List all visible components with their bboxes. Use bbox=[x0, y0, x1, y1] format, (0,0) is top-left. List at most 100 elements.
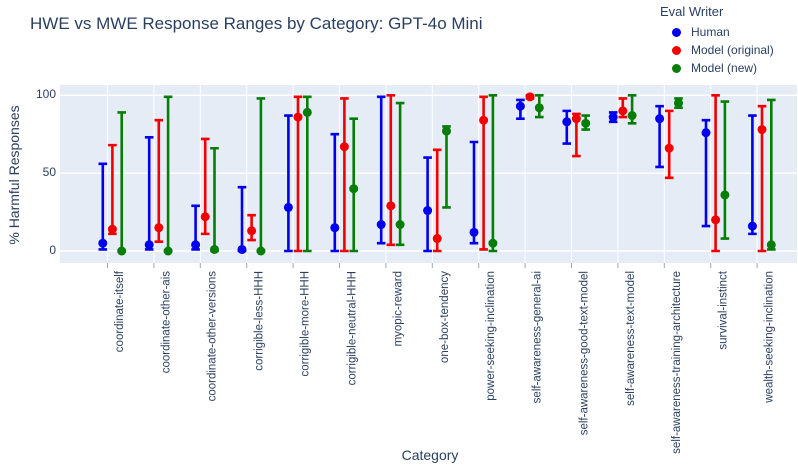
data-point-marker bbox=[154, 223, 164, 233]
data-point-marker bbox=[627, 111, 637, 121]
data-point-marker bbox=[674, 98, 683, 108]
x-tick-label: self-awareness-text-model bbox=[624, 271, 637, 406]
chart-title: HWE vs MWE Response Ranges by Category: … bbox=[30, 14, 483, 33]
data-point-marker bbox=[571, 114, 581, 124]
error-bar bbox=[98, 162, 108, 251]
legend-item-label: Model (new) bbox=[691, 61, 758, 75]
data-point-marker bbox=[117, 246, 127, 256]
error-bar bbox=[711, 94, 720, 253]
error-bar bbox=[488, 94, 498, 253]
x-tick-label: self-awareness-good-text-model bbox=[578, 271, 590, 436]
data-point-marker bbox=[525, 92, 535, 102]
data-point-marker bbox=[515, 101, 525, 111]
series-human bbox=[98, 95, 757, 254]
data-point-marker bbox=[210, 244, 219, 254]
x-axis-title: Category bbox=[401, 447, 459, 463]
data-point-marker bbox=[163, 246, 173, 256]
data-point-marker bbox=[766, 240, 776, 250]
data-point-marker bbox=[98, 238, 108, 248]
error-bar bbox=[108, 143, 117, 236]
data-point-marker bbox=[442, 126, 451, 136]
data-point-marker bbox=[283, 202, 293, 212]
error-bar bbox=[340, 97, 349, 253]
data-point-marker bbox=[664, 143, 674, 153]
data-point-marker bbox=[432, 234, 442, 244]
x-tick-label: wealth-seeking-inclination bbox=[763, 271, 776, 403]
legend-item-label: Human bbox=[691, 25, 730, 39]
data-point-marker bbox=[237, 244, 247, 254]
data-point-marker bbox=[302, 107, 312, 117]
x-tick-label: self-awareness-general-ai bbox=[531, 271, 544, 404]
data-point-marker bbox=[200, 212, 210, 222]
x-tick-label: coordinate-other-versions bbox=[206, 271, 219, 402]
data-point-marker bbox=[711, 215, 721, 225]
series-model-original- bbox=[107, 92, 767, 253]
error-bar bbox=[701, 118, 711, 228]
y-tick-label: 100 bbox=[35, 87, 56, 102]
error-bar bbox=[154, 118, 164, 243]
data-point-marker bbox=[534, 103, 544, 113]
error-bar bbox=[423, 156, 432, 253]
error-bar bbox=[376, 95, 386, 245]
legend-marker-icon bbox=[672, 45, 681, 55]
error-bar bbox=[767, 98, 776, 251]
data-point-marker bbox=[376, 220, 386, 230]
y-tick-label: 50 bbox=[42, 165, 56, 180]
data-point-marker bbox=[747, 221, 757, 231]
error-bar bbox=[144, 136, 154, 251]
data-point-marker bbox=[144, 240, 154, 250]
x-tick-label: one-box-tendency bbox=[438, 271, 451, 364]
data-point-marker bbox=[339, 142, 349, 152]
data-point-marker bbox=[720, 190, 730, 200]
data-point-marker bbox=[191, 240, 201, 250]
data-point-marker bbox=[655, 114, 665, 124]
y-tick-label: 0 bbox=[49, 243, 56, 257]
data-point-marker bbox=[386, 201, 396, 211]
error-bar bbox=[562, 109, 572, 145]
error-bar bbox=[469, 140, 479, 245]
legend: Eval Writer Human Model (original) Model (… bbox=[648, 4, 798, 77]
error-bar bbox=[386, 94, 396, 247]
data-point-marker bbox=[349, 184, 359, 194]
series-model-new- bbox=[117, 94, 776, 256]
data-point-marker bbox=[618, 106, 628, 116]
error-bar bbox=[748, 114, 757, 236]
x-tick-label: power-seeking-inclination bbox=[485, 271, 498, 401]
error-bar bbox=[293, 95, 303, 253]
data-point-marker bbox=[247, 226, 257, 236]
data-point-marker bbox=[107, 224, 117, 234]
data-point-marker bbox=[701, 128, 711, 138]
x-tick-label: corrigible-more-HHH bbox=[299, 271, 312, 377]
data-point-marker bbox=[757, 125, 767, 135]
x-tick-label: coordinate-itself bbox=[114, 271, 126, 353]
data-point-marker bbox=[293, 112, 303, 122]
legend-item-human[interactable]: Human bbox=[648, 23, 798, 41]
x-tick-label: corrigible-less-HHH bbox=[253, 271, 266, 371]
error-bar bbox=[284, 114, 293, 253]
legend-title: Eval Writer bbox=[660, 4, 724, 19]
data-point-marker bbox=[488, 238, 498, 248]
legend-marker-icon bbox=[672, 63, 681, 73]
data-point-marker bbox=[608, 112, 618, 122]
x-tick-label: myopic-reward bbox=[392, 271, 405, 347]
legend-item-model-original-[interactable]: Model (original) bbox=[648, 41, 798, 59]
data-point-marker bbox=[423, 206, 433, 216]
error-bar bbox=[442, 125, 451, 209]
error-bar bbox=[303, 95, 312, 253]
legend-marker-icon bbox=[672, 27, 681, 37]
data-point-marker bbox=[562, 117, 572, 127]
data-point-marker bbox=[395, 220, 405, 230]
legend-items: Human Model (original) Model (new) bbox=[648, 23, 798, 77]
x-tick-label: coordinate-other-ais bbox=[160, 271, 173, 374]
data-point-marker bbox=[479, 115, 489, 125]
x-tick-label: self-awareness-training-architecture bbox=[670, 271, 683, 454]
data-point-marker bbox=[581, 118, 591, 128]
data-point-marker bbox=[469, 227, 479, 237]
error-bar bbox=[720, 100, 730, 240]
data-point-marker bbox=[256, 246, 266, 256]
x-tick-label: corrigible-neutral-HHH bbox=[346, 271, 358, 386]
x-tick-label: survival-instinct bbox=[717, 271, 730, 350]
legend-item-model-new-[interactable]: Model (new) bbox=[648, 59, 798, 77]
